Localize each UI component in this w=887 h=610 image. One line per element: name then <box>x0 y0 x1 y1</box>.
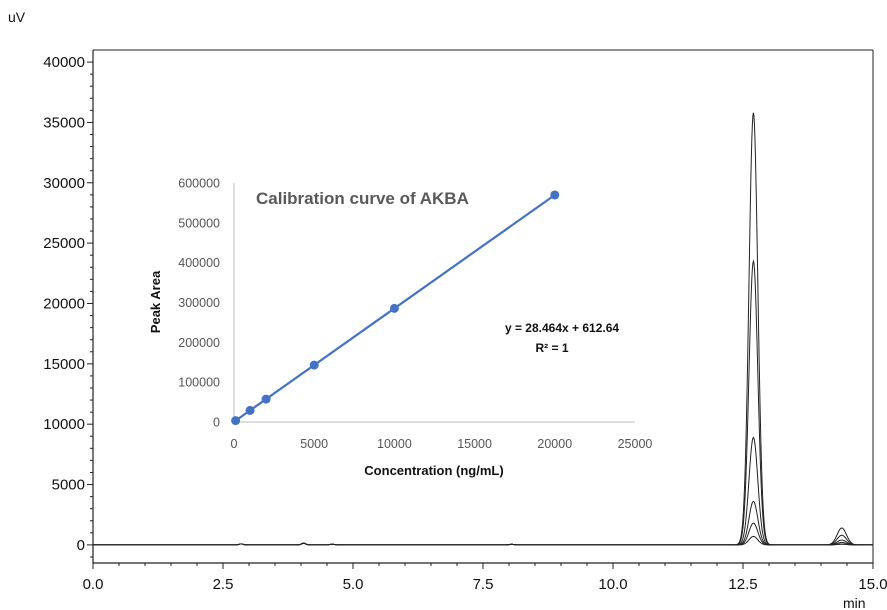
inset-y-label: Peak Area <box>148 270 163 333</box>
outer-y-ticks: 0 5000 10000 15000 20000 25000 30000 35000 40000 <box>43 54 93 558</box>
outer-x-tick-label: 0.0 <box>83 576 104 593</box>
outer-y-tick-label: 10000 <box>43 416 85 433</box>
equation-annotation: y = 28.464x + 612.64 <box>505 321 619 335</box>
inset-y-tick-label: 100000 <box>178 376 220 390</box>
calibration-point <box>309 360 319 370</box>
chromatogram-traces <box>93 112 873 546</box>
inset-y-tick-label: 400000 <box>178 256 220 270</box>
outer-y-tick-label: 35000 <box>43 114 85 131</box>
outer-y-unit: uV <box>8 9 26 25</box>
inset-y-tick-label: 600000 <box>178 177 220 191</box>
outer-x-tick-label: 2.5 <box>213 576 234 593</box>
chromatogram-trace <box>93 535 873 546</box>
outer-x-tick-label: 10.0 <box>598 576 627 593</box>
outer-y-tick-label: 30000 <box>43 175 85 192</box>
calibration-inset: 0 100000 200000 300000 400000 500000 600000 0 5… <box>148 177 652 479</box>
calibration-point <box>550 190 560 200</box>
outer-y-tick-label: 5000 <box>52 477 85 494</box>
outer-x-ticks: 0.0 2.5 5.0 7.5 10.0 12.5 15.0 <box>83 563 887 593</box>
outer-x-tick-label: 15.0 <box>858 576 887 593</box>
outer-y-tick-label: 20000 <box>43 295 85 312</box>
inset-x-label: Concentration (ng/mL) <box>364 463 503 478</box>
inset-y-tick-label: 300000 <box>178 296 220 310</box>
outer-x-tick-label: 5.0 <box>343 576 364 593</box>
calibration-points <box>231 190 560 426</box>
calibration-point <box>389 303 399 313</box>
inset-title: Calibration curve of AKBA <box>256 189 469 208</box>
outer-y-tick-label: 0 <box>77 537 85 554</box>
inset-x-tick-label: 10000 <box>377 437 412 451</box>
inset-x-tick-label: 0 <box>231 437 238 451</box>
inset-x-tick-label: 15000 <box>457 437 492 451</box>
r-squared-annotation: R² = 1 <box>535 341 568 355</box>
outer-y-tick-label: 25000 <box>43 235 85 252</box>
chromatogram-trace <box>93 522 873 546</box>
inset-y-tick-label: 500000 <box>178 216 220 230</box>
inset-y-tick-label: 0 <box>213 416 220 430</box>
inset-x-tick-label: 25000 <box>618 437 653 451</box>
inset-y-ticks: 0 100000 200000 300000 400000 500000 600000 <box>178 177 220 430</box>
chromatogram-chart: uV min 0 5000 10000 15000 20000 25000 30000 350… <box>8 9 887 610</box>
chromatogram-trace <box>93 436 873 546</box>
calibration-point <box>261 394 271 404</box>
calibration-point <box>231 416 241 426</box>
inset-x-tick-label: 5000 <box>300 437 328 451</box>
inset-x-tick-label: 20000 <box>537 437 572 451</box>
outer-x-unit: min <box>843 595 866 610</box>
outer-y-tick-label: 15000 <box>43 356 85 373</box>
inset-x-ticks: 0 5000 10000 15000 20000 25000 <box>231 437 653 451</box>
inset-y-tick-label: 200000 <box>178 336 220 350</box>
outer-x-tick-label: 12.5 <box>728 576 757 593</box>
calibration-point <box>245 405 255 415</box>
outer-x-tick-label: 7.5 <box>473 576 494 593</box>
outer-y-tick-label: 40000 <box>43 54 85 71</box>
